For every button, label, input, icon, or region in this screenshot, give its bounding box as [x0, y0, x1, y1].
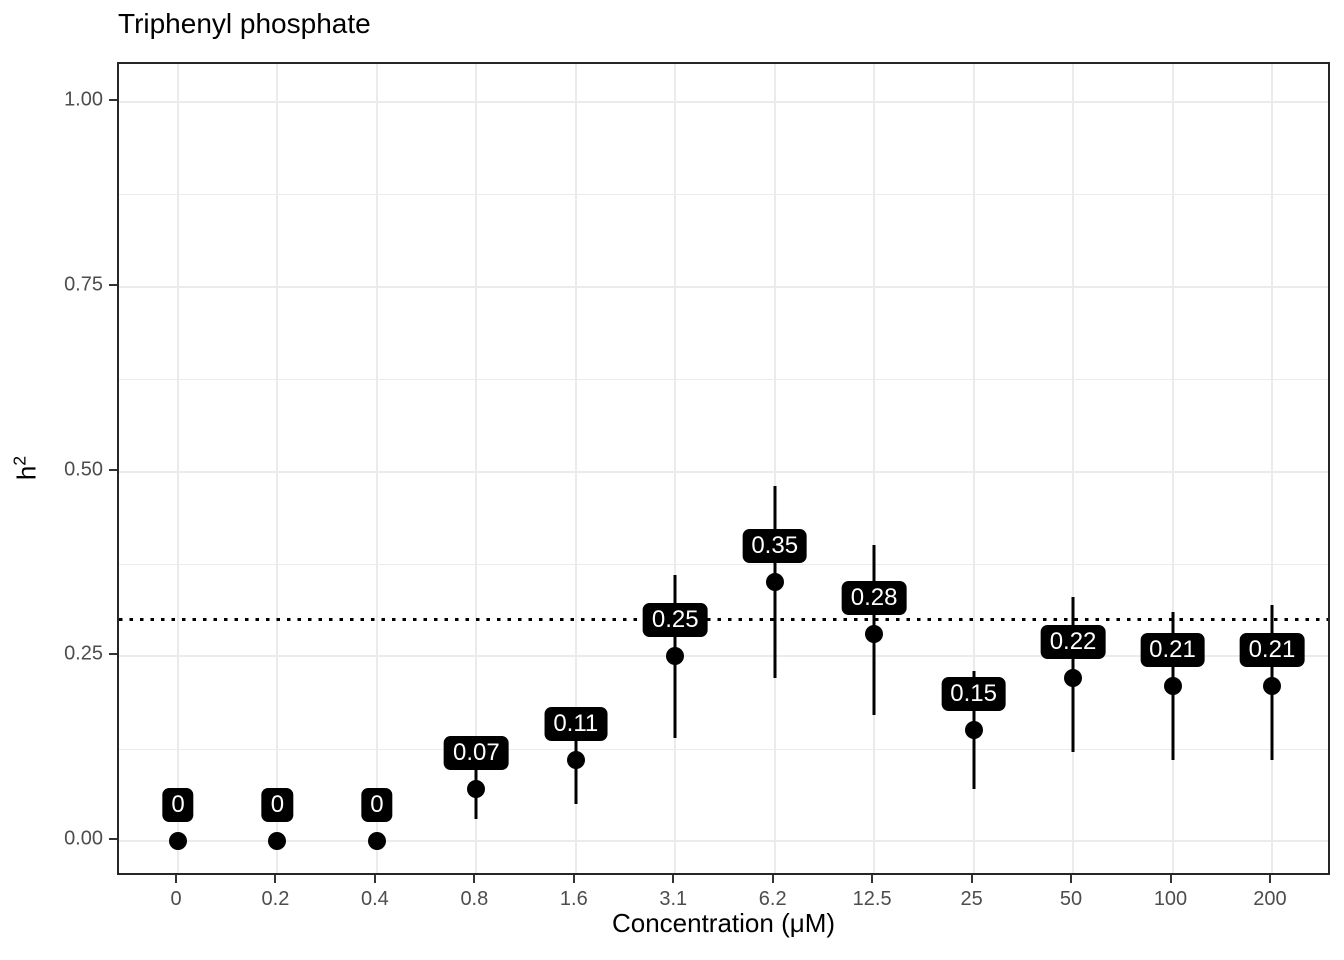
y-gridline-minor: [119, 379, 1328, 381]
data-point: [964, 721, 983, 740]
data-point: [566, 750, 585, 769]
x-gridline-major: [375, 64, 378, 873]
y-gridline-major: [119, 470, 1328, 473]
y-tick-mark: [109, 468, 117, 471]
y-tick-label: 0.00: [64, 827, 103, 850]
x-tick-label: 0.2: [261, 888, 290, 910]
data-point: [1064, 669, 1083, 688]
x-tick-mark: [473, 875, 476, 883]
y-tick-mark: [109, 838, 117, 840]
x-tick-mark: [274, 875, 277, 883]
x-gridline-major: [574, 64, 577, 873]
y-tick-mark: [109, 283, 117, 286]
x-tick-mark: [771, 875, 774, 883]
chart-title: Triphenyl phosphate: [118, 8, 371, 39]
x-gridline-major: [177, 64, 179, 873]
x-tick-mark: [373, 875, 376, 883]
x-axis-label: Concentration (μM): [611, 908, 836, 938]
y-tick-label: 0.25: [64, 642, 103, 665]
x-gridline-major: [1270, 64, 1273, 873]
x-tick-mark: [871, 875, 874, 883]
x-tick-label: 100: [1153, 888, 1188, 910]
data-point: [1262, 676, 1281, 695]
y-gridline-minor: [119, 563, 1328, 565]
data-point: [666, 647, 685, 666]
data-point-label: 0.35: [742, 529, 808, 564]
x-tick-label: 0.8: [460, 888, 489, 910]
x-tick-label: 6.2: [758, 888, 787, 910]
data-point: [865, 625, 884, 644]
x-gridline-major: [873, 64, 876, 873]
data-point-label: 0.22: [1040, 625, 1106, 660]
reference-line: [119, 617, 1328, 621]
x-tick-label: 25: [960, 888, 983, 910]
x-tick-label: 12.5: [852, 888, 892, 910]
x-gridline-major: [276, 64, 279, 873]
data-point: [268, 832, 287, 850]
data-point: [765, 573, 784, 592]
data-point-label: 0: [162, 788, 194, 822]
data-point-label: 0.21: [1140, 632, 1205, 667]
x-tick-mark: [1070, 875, 1073, 883]
y-tick-label: 1.00: [64, 88, 103, 111]
x-tick-mark: [970, 875, 973, 883]
y-tick-label: 0.75: [64, 273, 103, 296]
x-tick-label: 50: [1059, 888, 1083, 910]
y-gridline-minor: [119, 748, 1328, 750]
x-gridline-major: [773, 64, 776, 873]
x-tick-label: 1.6: [559, 888, 588, 910]
y-tick-label: 0.50: [64, 458, 103, 480]
y-gridline-minor: [119, 194, 1328, 196]
data-point: [1163, 676, 1182, 695]
data-point: [169, 832, 187, 850]
y-gridline-major: [119, 285, 1328, 288]
plot-panel: 0 0 0 0.07 0.11 0.25 0.35 0.28 0.15 0.22 0.21 0.21: [117, 62, 1330, 875]
data-point-label: 0.28: [841, 581, 907, 616]
data-point-label: 0.15: [941, 677, 1006, 712]
x-gridline-major: [972, 64, 975, 873]
x-tick-label: 3.1: [659, 888, 688, 910]
x-tick-label: 0.4: [360, 888, 389, 910]
x-gridline-major: [674, 64, 677, 873]
x-tick-label: 0: [170, 888, 182, 910]
data-point-label: 0: [261, 788, 294, 822]
y-tick-mark: [109, 99, 117, 101]
x-tick-mark: [175, 875, 177, 883]
x-tick-mark: [672, 875, 675, 883]
y-gridline-major: [119, 840, 1328, 842]
data-point: [367, 832, 386, 850]
x-tick-label: 200: [1253, 888, 1287, 910]
y-gridline-major: [119, 101, 1328, 103]
x-gridline-major: [475, 64, 478, 873]
x-gridline-major: [1072, 64, 1075, 873]
data-point: [467, 780, 486, 799]
data-point-label: 0: [361, 788, 393, 822]
x-tick-mark: [1268, 875, 1271, 883]
x-gridline-major: [1171, 64, 1174, 873]
y-tick-mark: [109, 653, 117, 656]
data-point-label: 0.25: [642, 603, 708, 638]
y-gridline-major: [119, 655, 1328, 658]
data-point-label: 0.07: [443, 736, 509, 771]
x-tick-mark: [1169, 875, 1172, 883]
data-point-label: 0.11: [544, 706, 608, 741]
data-point-label: 0.21: [1239, 632, 1305, 667]
x-tick-mark: [572, 875, 575, 883]
